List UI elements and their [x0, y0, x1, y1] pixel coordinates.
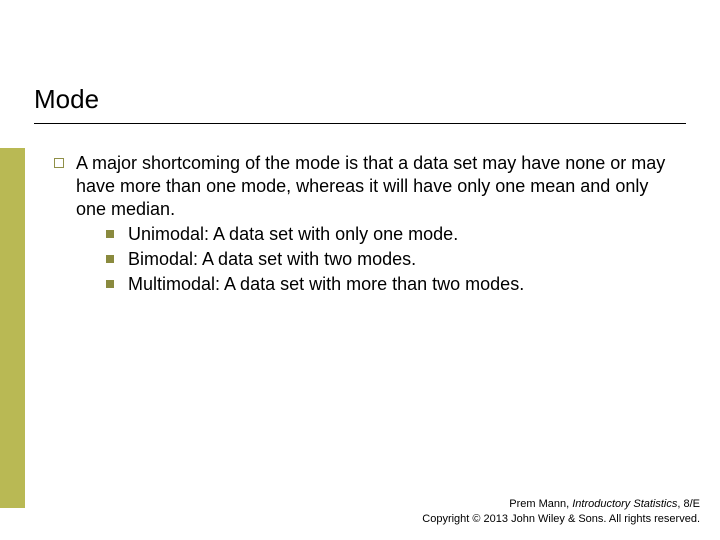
footer-book-title: Introductory Statistics	[572, 498, 677, 510]
slide-title: Mode	[34, 84, 686, 121]
sub-point-text: Unimodal: A data set with only one mode.	[128, 223, 458, 246]
title-underline	[34, 123, 686, 124]
sub-point-text: Multimodal: A data set with more than tw…	[128, 273, 524, 296]
bullet-level1-content: A major shortcoming of the mode is that …	[76, 152, 680, 298]
bullet-level2: Unimodal: A data set with only one mode.	[106, 223, 680, 246]
footer-edition: , 8/E	[677, 498, 700, 510]
accent-bar	[0, 148, 25, 508]
footer: Prem Mann, Introductory Statistics, 8/E …	[422, 497, 700, 526]
slide: Mode A major shortcoming of the mode is …	[0, 0, 720, 540]
footer-author: Prem Mann,	[509, 498, 572, 510]
sub-point-text: Bimodal: A data set with two modes.	[128, 248, 416, 271]
bullet-level1: A major shortcoming of the mode is that …	[54, 152, 680, 298]
square-outline-bullet-icon	[54, 158, 64, 168]
bullet-level2: Multimodal: A data set with more than tw…	[106, 273, 680, 296]
title-block: Mode	[34, 84, 686, 124]
sub-bullet-list: Unimodal: A data set with only one mode.…	[76, 223, 680, 296]
body-content: A major shortcoming of the mode is that …	[54, 152, 680, 302]
square-solid-bullet-icon	[106, 280, 114, 288]
footer-line-1: Prem Mann, Introductory Statistics, 8/E	[422, 497, 700, 511]
main-point-text: A major shortcoming of the mode is that …	[76, 153, 665, 219]
bullet-level2: Bimodal: A data set with two modes.	[106, 248, 680, 271]
footer-copyright: Copyright © 2013 John Wiley & Sons. All …	[422, 512, 700, 526]
square-solid-bullet-icon	[106, 230, 114, 238]
square-solid-bullet-icon	[106, 255, 114, 263]
